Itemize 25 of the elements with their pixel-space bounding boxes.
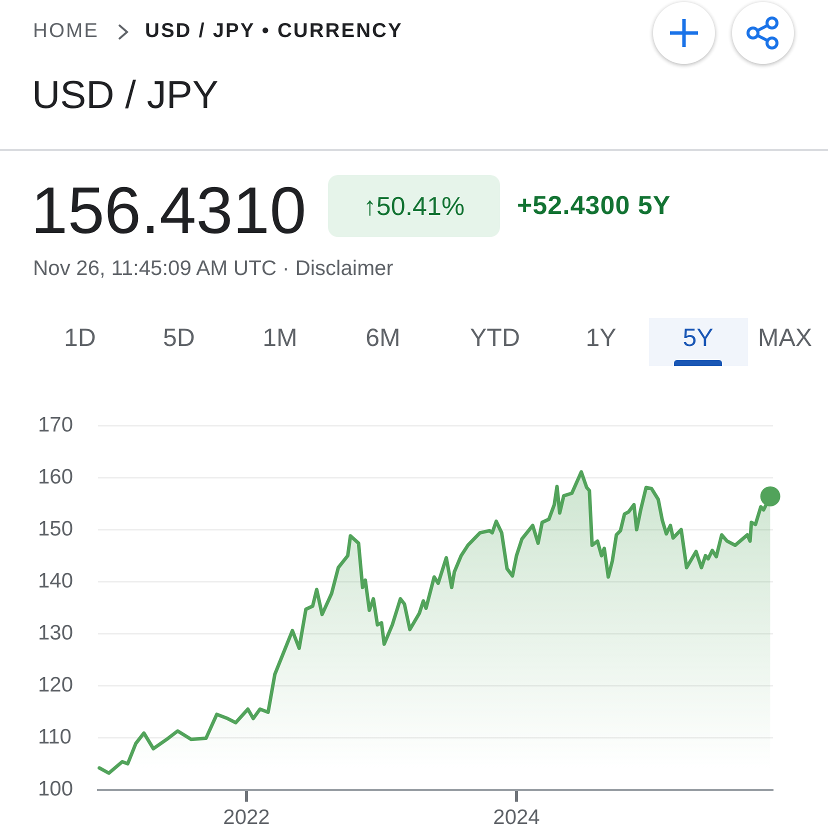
text: 1Y xyxy=(586,324,616,353)
text: HOME xyxy=(33,20,99,43)
text: 6M xyxy=(366,324,400,353)
text: 5D xyxy=(163,324,195,353)
chart-title: USD / JPY xyxy=(32,74,218,118)
y-tick-label: 160 xyxy=(38,465,74,488)
y-tick-label: 140 xyxy=(38,569,74,592)
text: 1M xyxy=(262,324,298,353)
y-tick-label: 100 xyxy=(38,778,74,801)
x-tick-label: 2022 xyxy=(223,806,270,830)
text: 5Y xyxy=(682,324,714,353)
text: YTD xyxy=(470,324,520,353)
text: MAX xyxy=(758,324,812,353)
text: ↑50.41% xyxy=(328,175,500,237)
text: Nov 26, 11:45:09 AM UTC · Disclaimer xyxy=(33,257,394,281)
y-tick-label: 130 xyxy=(38,622,74,645)
y-tick-label: 150 xyxy=(38,517,74,540)
x-tick-label: 2024 xyxy=(493,806,540,830)
y-tick-label: 120 xyxy=(38,674,74,697)
text: +52.4300 5Y xyxy=(517,190,671,221)
text: 156.4310 xyxy=(31,172,306,248)
y-tick-label: 110 xyxy=(38,726,72,749)
text: USD / JPY • CURRENCY xyxy=(145,20,403,43)
text: 1D xyxy=(64,324,96,353)
y-tick-label: 170 xyxy=(38,413,74,436)
